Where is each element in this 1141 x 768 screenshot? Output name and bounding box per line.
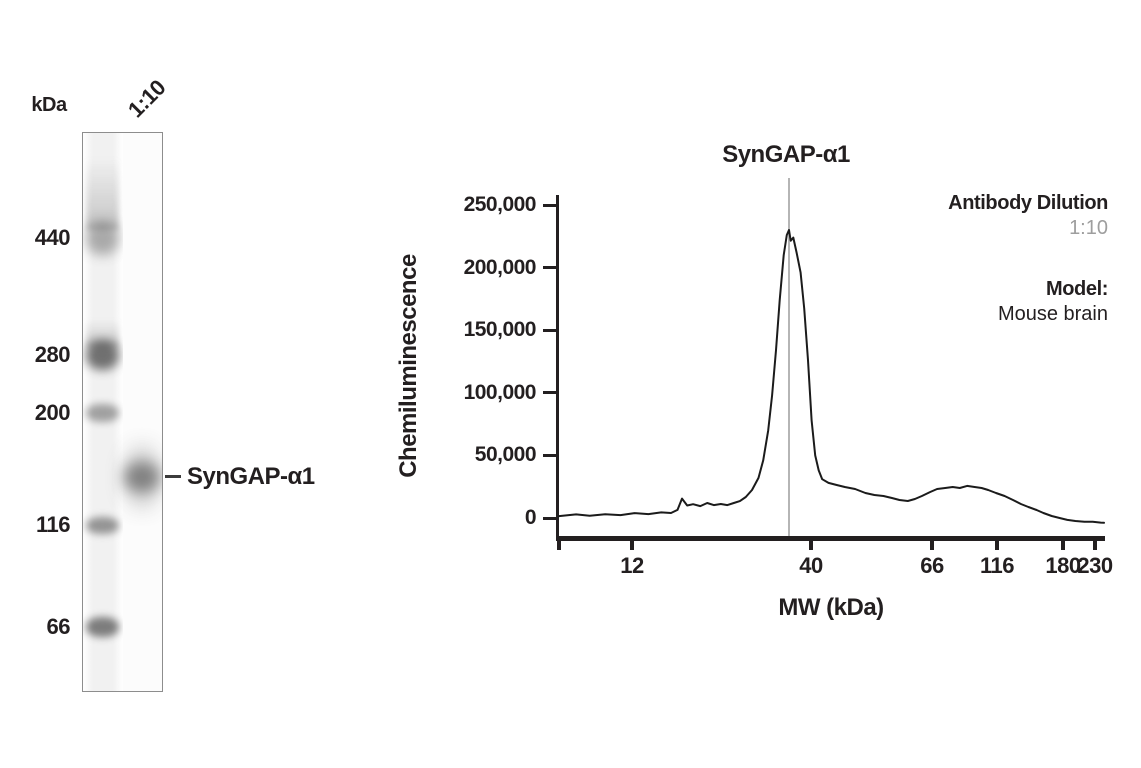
y-tick-mark [543,203,556,207]
x-tick-mark [630,540,634,550]
lane-dilution-label: 1:10 [122,74,171,123]
blot-band [86,617,119,637]
x-tick-mark [995,540,999,550]
y-tick-mark [543,516,556,520]
y-tick-label: 0 [524,506,537,529]
y-tick-mark [543,266,556,270]
y-tick-label: 250,000 [463,193,537,216]
marker-label: 116 [36,512,71,537]
x-tick-mark [930,540,934,550]
y-tick-label: 100,000 [463,380,537,404]
band-pointer-line [165,475,181,478]
y-tick-mark [543,391,556,395]
x-tick-label: 180 [1045,553,1081,578]
y-tick-label: 50,000 [474,443,537,467]
x-tick-mark [1061,540,1065,550]
blot-smear [86,157,119,230]
antibody-dilution-header: Antibody Dilution [948,192,1108,214]
x-tick-label: 66 [920,553,944,578]
western-blot-image [82,132,163,692]
x-axis-origin-tick [557,540,561,550]
antibody-dilution-value: 1:10 [1069,217,1108,239]
blot-band [86,340,119,370]
y-tick-label: 200,000 [463,255,537,279]
blot-band [86,404,119,422]
marker-label: 440 [34,225,71,250]
x-axis-title: MW (kDa) [778,594,884,621]
model-header: Model: [1045,278,1108,300]
y-axis-line [556,195,559,541]
sample-lane [123,133,162,691]
blot-band [86,221,119,255]
chart-title: SynGAP-α1 [722,141,850,168]
blot-band [124,462,160,492]
marker-ladder-lane [83,133,123,691]
x-axis-line [556,536,1105,541]
model-annotation: Model: Mouse brain [998,276,1108,327]
x-tick-label: 230 [1077,553,1113,578]
model-value: Mouse brain [997,303,1108,325]
x-tick-label: 12 [620,553,644,578]
kda-unit-label: kDa [31,94,67,116]
band-protein-label: SynGAP-α1 [187,463,315,490]
y-tick-label: 150,000 [463,318,537,342]
marker-label: 200 [34,400,71,425]
blot-band [86,516,119,534]
x-tick-label: 116 [980,553,1015,578]
y-tick-mark [543,453,556,457]
marker-label: 280 [34,342,71,367]
x-tick-label: 40 [799,553,823,578]
chemiluminescence-curve [558,229,1105,524]
peak-reference-line [788,178,790,536]
marker-label: 66 [46,614,71,639]
x-tick-mark [1093,540,1097,550]
y-tick-mark [543,328,556,332]
x-tick-mark [809,540,813,550]
antibody-dilution-annotation: Antibody Dilution 1:10 [948,190,1108,241]
